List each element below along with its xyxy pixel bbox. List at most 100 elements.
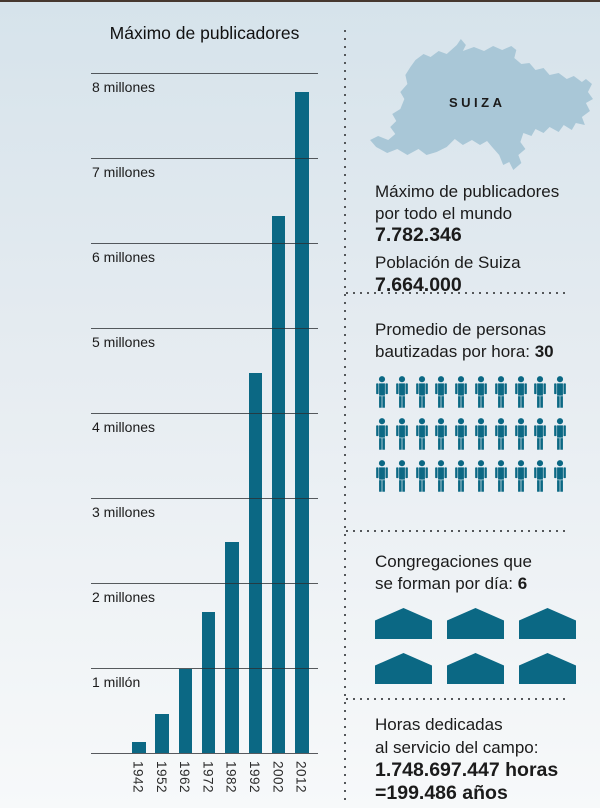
x-axis-year-label: 2002 [270, 761, 286, 794]
person-icon [415, 418, 428, 450]
chart-gridline [91, 668, 318, 669]
person-icon-slot [514, 376, 534, 409]
person-icon-slot [375, 460, 395, 493]
person-icon [435, 418, 448, 450]
person-icon [455, 418, 468, 450]
house-icon-slot [519, 653, 576, 684]
person-icon [554, 418, 567, 450]
x-axis-year-label: 1972 [200, 761, 216, 794]
person-icon-slot [415, 460, 435, 493]
stat-text-line: por todo el mundo [375, 203, 513, 223]
stat-text-line: Congregaciones que [375, 552, 532, 571]
switzerland-map-shape [370, 39, 593, 170]
person-icon [475, 460, 487, 492]
x-axis-year-label: 2012 [293, 761, 309, 794]
house-icon-slot [519, 608, 576, 639]
person-icon [415, 460, 428, 492]
map-country-label: SUIZA [449, 95, 506, 110]
x-axis-year-label: 1942 [130, 761, 146, 794]
person-pictogram-grid [375, 376, 573, 493]
person-icon-slot [474, 376, 494, 409]
person-icon-slot [553, 376, 573, 409]
person-icon-slot [454, 460, 474, 493]
chart-baseline [91, 753, 318, 754]
dotted-separator [346, 292, 569, 294]
baptized-stat: Promedio de personas bautizadas por hora… [375, 319, 554, 362]
person-icon [554, 460, 567, 492]
field-service-hours-stat: Horas dedicadas al servicio del campo: 1… [375, 714, 558, 805]
person-icon [475, 418, 487, 450]
person-icon [455, 460, 468, 492]
person-icon [534, 376, 547, 408]
person-icon-slot [375, 418, 395, 451]
person-icon [376, 418, 388, 450]
x-axis-year-label: 1962 [177, 761, 193, 794]
person-icon [415, 376, 428, 408]
person-icon [554, 376, 567, 408]
y-axis-tick-label: 1 millón [92, 674, 141, 690]
y-axis-tick-label: 6 millones [92, 249, 156, 265]
person-icon-slot [553, 460, 573, 493]
congregations-stat: Congregaciones que se forman por día: 6 [375, 551, 532, 594]
stat-text-line: Promedio de personas [375, 320, 547, 339]
person-icon [395, 460, 408, 492]
house-icon [447, 608, 504, 639]
person-icon-slot [514, 418, 534, 451]
person-icon-slot [474, 418, 494, 451]
y-axis-tick-label: 8 millones [92, 79, 156, 95]
chart-bar [155, 714, 169, 753]
person-icon-slot [454, 418, 474, 451]
chart-gridline [91, 413, 318, 414]
vertical-dotted-divider [344, 30, 346, 802]
chart-gridline [91, 243, 318, 244]
house-icon [519, 653, 576, 684]
population-label: Población de Suiza [375, 253, 521, 272]
chart-bar [201, 612, 216, 753]
chart-bar [225, 542, 239, 753]
y-axis-tick-label: 3 millones [92, 504, 156, 520]
person-icon-slot [494, 460, 514, 493]
person-icon [514, 460, 527, 492]
y-axis-tick-label: 7 millones [92, 164, 156, 180]
person-icon-slot [434, 460, 454, 493]
house-icon-slot [447, 653, 504, 684]
house-icon [375, 608, 432, 639]
person-icon-slot [395, 460, 415, 493]
world-publishers-stat: Máximo de publicadores por todo el mundo… [375, 181, 559, 297]
person-icon-slot [533, 418, 553, 451]
person-icon-slot [533, 376, 553, 409]
person-icon [534, 418, 547, 450]
dotted-separator [346, 530, 569, 532]
person-icon-slot [415, 376, 435, 409]
x-axis-year-label: 1992 [247, 761, 262, 794]
chart-bar [248, 373, 262, 753]
person-icon [494, 376, 507, 408]
chart-gridline [91, 73, 318, 74]
stat-text-line: al servicio del campo: [375, 737, 539, 757]
chart-bar [295, 92, 309, 753]
world-publishers-value: 7.782.346 [375, 224, 462, 246]
person-icon [435, 376, 448, 408]
stat-text-line: Máximo de publicadores [375, 182, 560, 201]
person-icon [395, 418, 408, 450]
person-icon-slot [454, 376, 474, 409]
person-icon [494, 460, 507, 492]
house-icon-slot [375, 608, 432, 639]
person-icon-slot [434, 418, 454, 451]
person-icon-slot [395, 418, 415, 451]
house-icon [519, 608, 576, 639]
chart-gridline [91, 498, 318, 499]
person-icon [494, 418, 507, 450]
chart-bar [132, 742, 146, 753]
person-icon-slot [494, 376, 514, 409]
house-icon [375, 653, 432, 684]
chart-bar [178, 669, 193, 753]
person-icon [514, 418, 527, 450]
person-icon-slot [533, 460, 553, 493]
person-icon [395, 376, 408, 408]
chart-gridline [91, 158, 318, 159]
person-icon-slot [415, 418, 435, 451]
switzerland-map [363, 38, 595, 171]
person-icon-slot [553, 418, 573, 451]
